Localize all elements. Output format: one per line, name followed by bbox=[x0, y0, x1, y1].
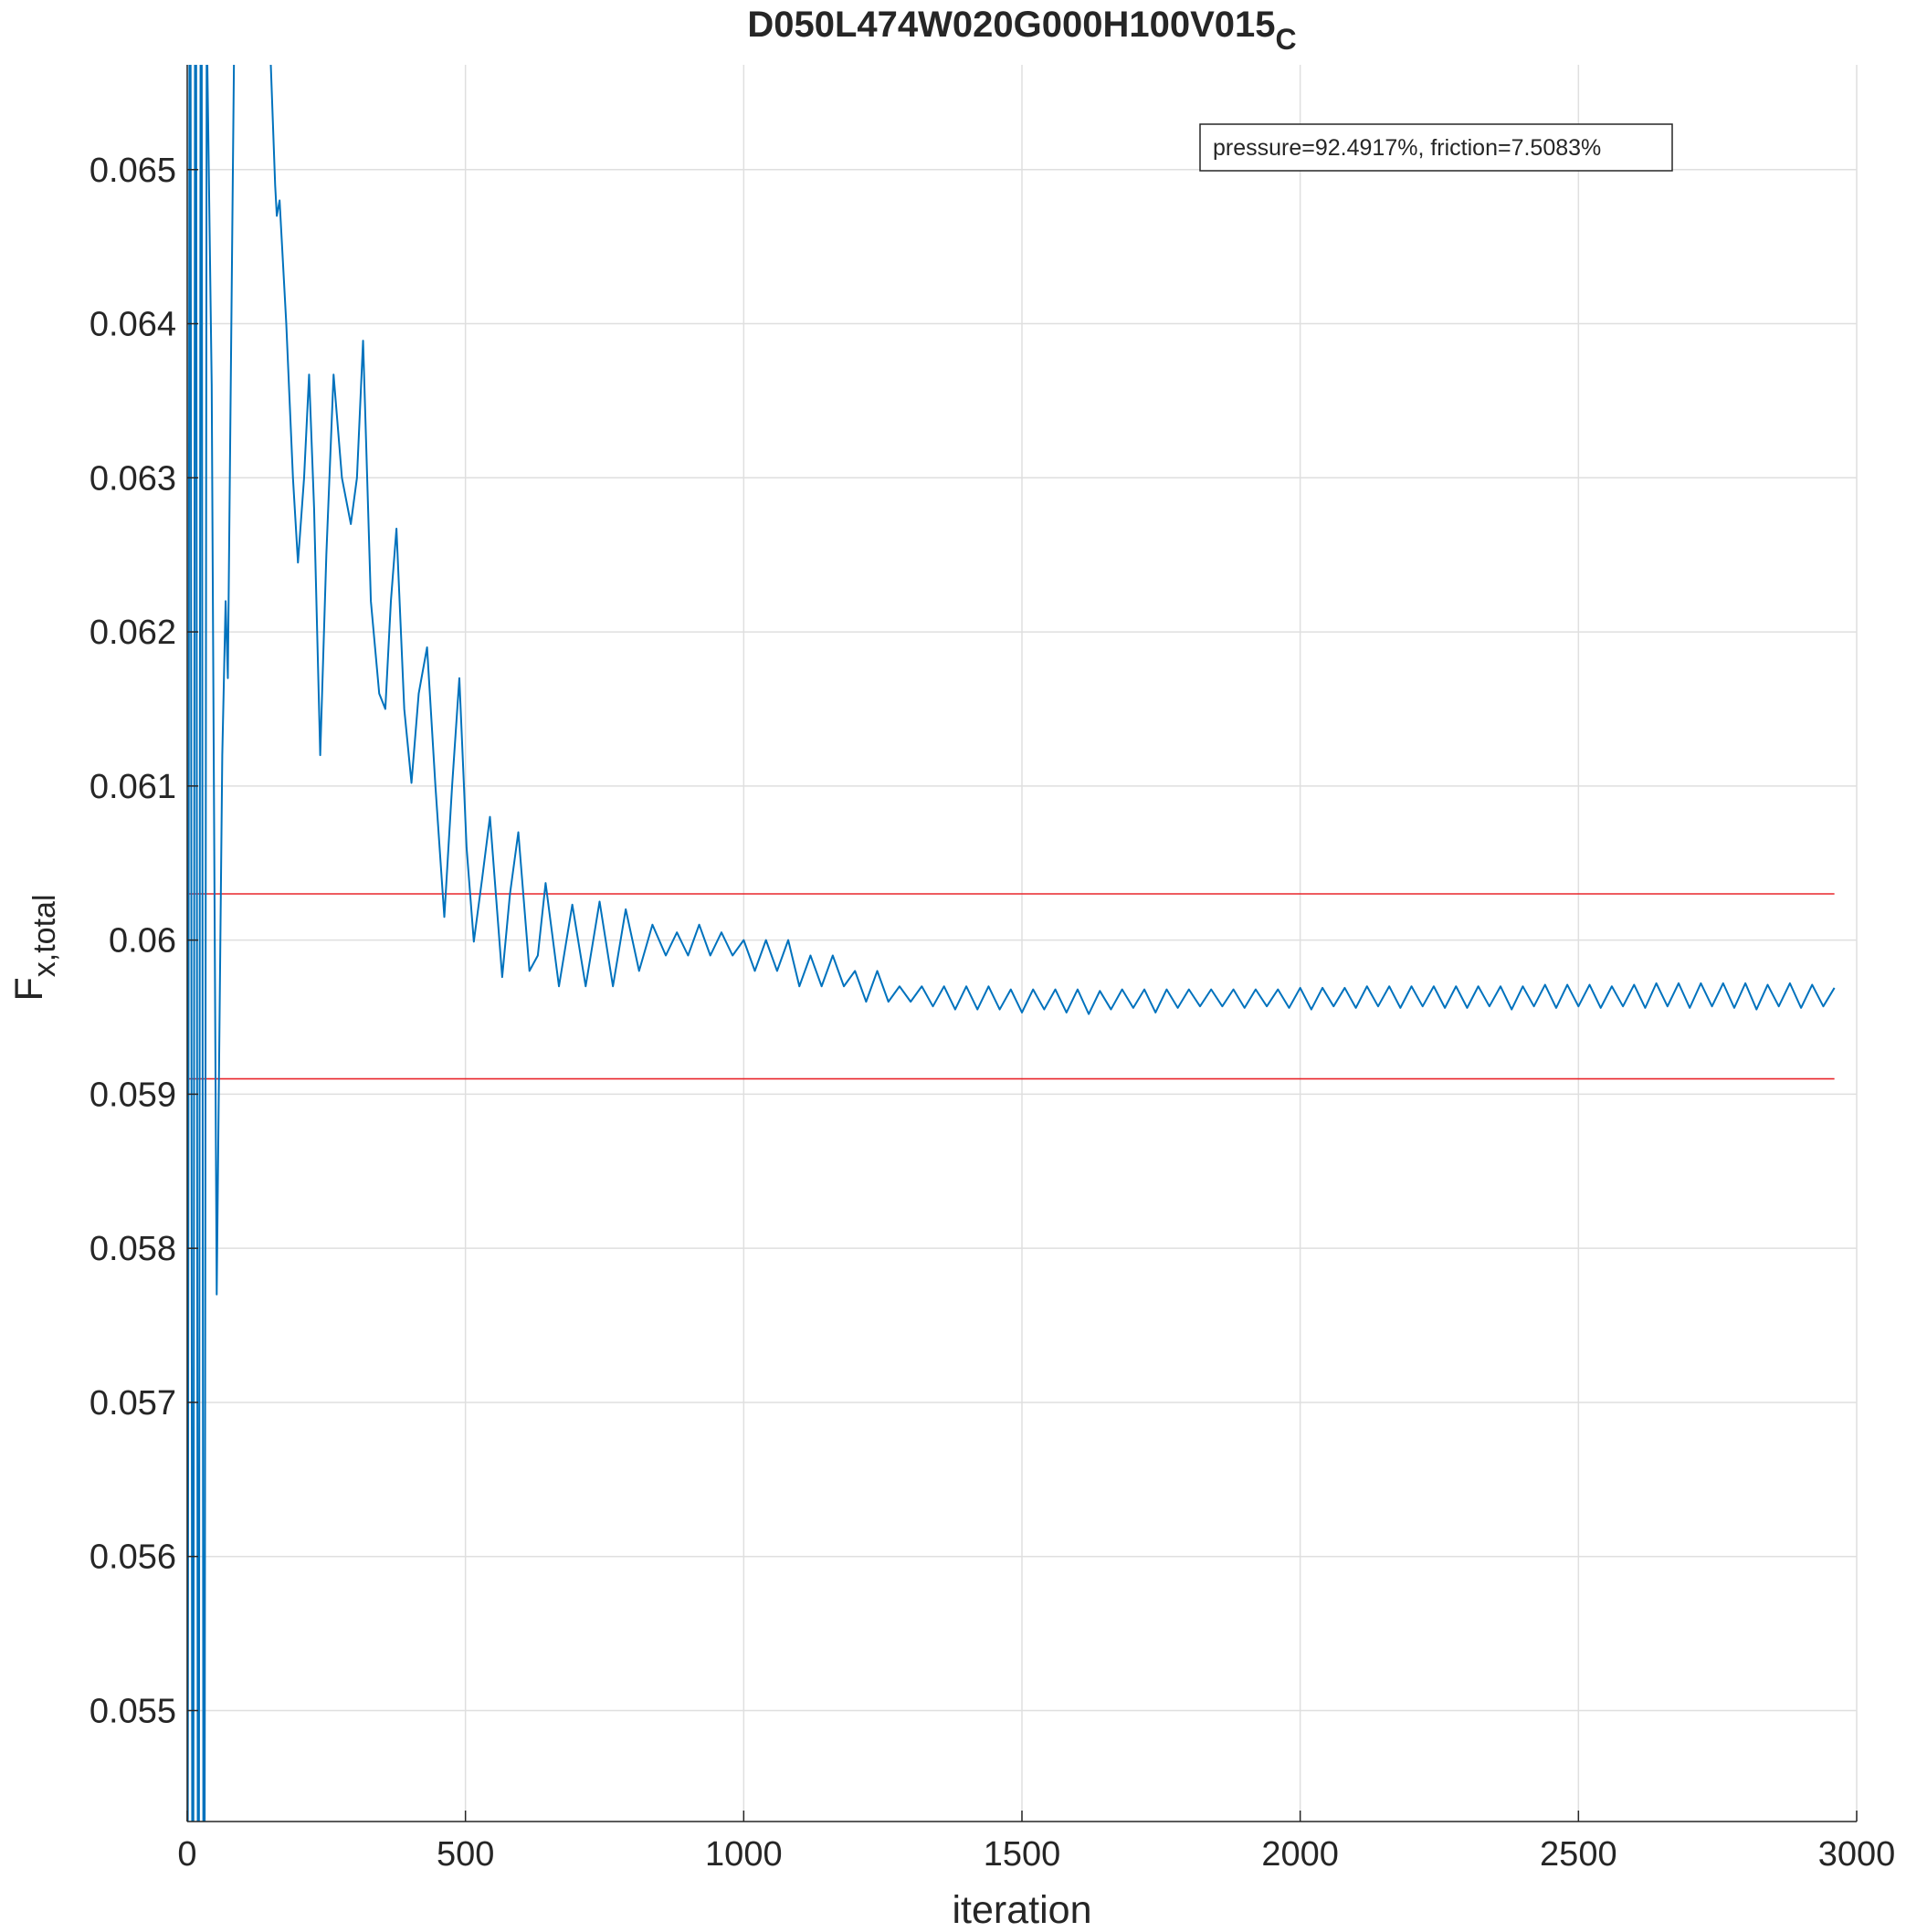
y-tick-label: 0.064 bbox=[90, 306, 176, 344]
axes: 0.055 0.056 0.057 0.058 0.059 0.06 0.061 0.062 0… bbox=[90, 65, 1895, 1874]
y-label-main: F bbox=[7, 977, 51, 1001]
x-tick-label: 3000 bbox=[1818, 1835, 1896, 1874]
y-tick-label: 0.065 bbox=[90, 152, 176, 190]
x-tick-label: 0 bbox=[177, 1835, 196, 1874]
plot-area bbox=[187, 65, 1836, 1822]
y-tick-label: 0.063 bbox=[90, 459, 176, 498]
y-tick-label: 0.062 bbox=[90, 614, 176, 652]
y-tick-label: 0.056 bbox=[90, 1538, 176, 1577]
y-label-subscript: x,total bbox=[27, 895, 62, 978]
x-tick-label: 1500 bbox=[984, 1835, 1061, 1874]
grid bbox=[186, 65, 1858, 1822]
x-tick-label: 2500 bbox=[1540, 1835, 1617, 1874]
x-tick-label: 500 bbox=[437, 1835, 494, 1874]
y-axis-label: Fx,total bbox=[7, 895, 62, 1002]
annotation: pressure=92.4917%, friction=7.5083% bbox=[1213, 135, 1601, 161]
y-tick-label: 0.059 bbox=[90, 1076, 176, 1114]
x-tick-label: 1000 bbox=[705, 1835, 783, 1874]
x-axis-label: iteration bbox=[953, 1888, 1092, 1932]
y-tick-label: 0.06 bbox=[109, 922, 176, 961]
x-tick-label: 2000 bbox=[1261, 1835, 1339, 1874]
y-tick-label: 0.061 bbox=[90, 768, 176, 806]
y-tick-label: 0.055 bbox=[90, 1692, 176, 1730]
annotation-box bbox=[1199, 123, 1673, 172]
y-tick-label: 0.057 bbox=[90, 1384, 176, 1423]
title-main: D050L474W020G000H100V015 bbox=[747, 5, 1275, 45]
title-subscript: C bbox=[1276, 23, 1297, 56]
data-line bbox=[187, 65, 1836, 1822]
chart-title: D050L474W020G000H100V015C bbox=[747, 5, 1296, 56]
y-tick-label: 0.058 bbox=[90, 1230, 176, 1268]
